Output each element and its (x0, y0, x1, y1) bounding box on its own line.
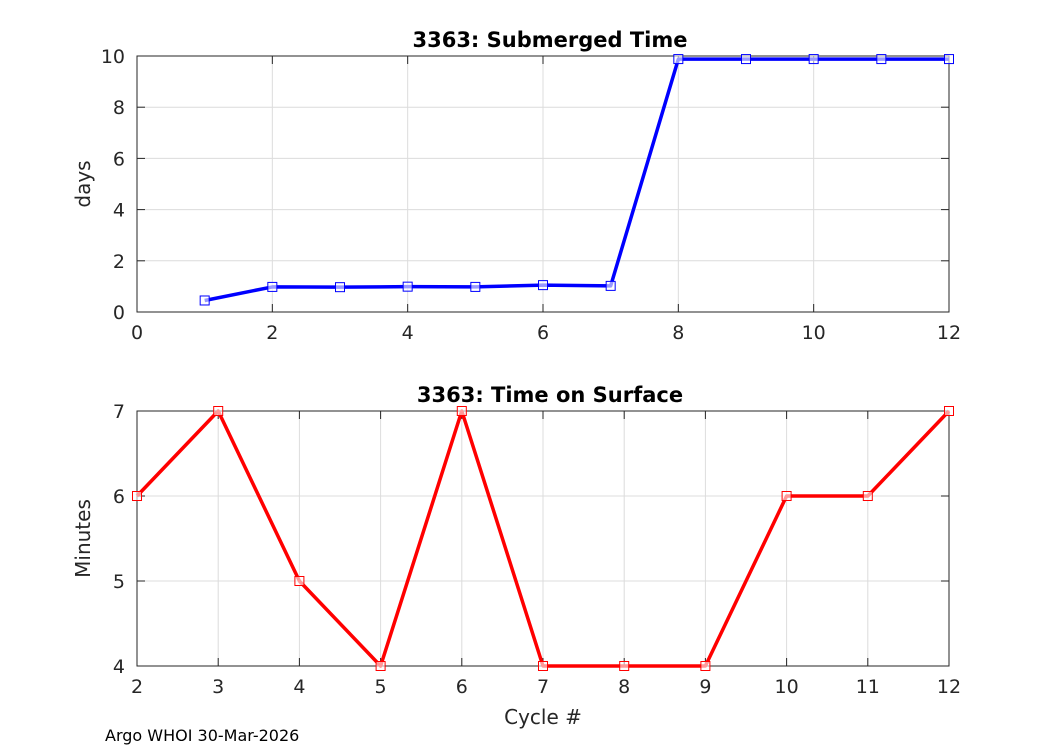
surface-x-axis-label: Cycle # (504, 705, 582, 729)
surface-x-tick-label: 5 (375, 676, 387, 698)
submerged-data-point (470, 281, 481, 292)
footer-credit: Argo WHOI 30-Mar-2026 (105, 726, 299, 745)
surface-x-tick-label: 2 (131, 676, 143, 698)
submerged-data-point (808, 54, 819, 65)
surface-x-tick-label: 4 (293, 676, 305, 698)
submerged-data-point (538, 280, 548, 291)
submerged-data-point (605, 280, 616, 291)
surface-data-point (213, 406, 224, 416)
surface-data-point (862, 491, 873, 501)
surface-data-point (619, 661, 630, 671)
submerged-y-axis-label: days (71, 160, 95, 207)
surface-time-axes: 2 3 4 5 6 7 8 9 10 11 12 4 5 6 7 3363: Time on Surface M… (71, 383, 961, 729)
submerged-data-point (944, 54, 954, 65)
submerged-axes-frame (136, 55, 950, 313)
submerged-data-point (199, 295, 210, 306)
surface-data-point (700, 661, 711, 671)
submerged-x-tick-label: 2 (266, 322, 278, 344)
surface-x-tick-label: 6 (456, 676, 468, 698)
submerged-data-point (335, 282, 345, 293)
submerged-x-tick-label: 0 (131, 322, 143, 344)
surface-x-tick-label: 11 (856, 676, 880, 698)
surface-data-point (456, 406, 467, 416)
surface-y-axis-label: Minutes (71, 499, 95, 578)
surface-data-point (944, 406, 954, 416)
submerged-data-point (876, 54, 887, 65)
submerged-data-point (741, 54, 751, 65)
submerged-series-line (204, 57, 949, 303)
surface-y-tick-label: 4 (113, 656, 125, 678)
surface-x-tick-label: 8 (618, 676, 630, 698)
surface-y-tick-label: 5 (113, 571, 125, 593)
submerged-time-axes: 0 2 4 6 8 10 12 0 2 4 6 8 10 3363: Submerged Time days (71, 28, 961, 344)
surface-x-tick-label: 3 (212, 676, 224, 698)
submerged-data-point (402, 281, 413, 292)
submerged-x-tick-label: 6 (537, 322, 549, 344)
surface-data-point (375, 661, 386, 671)
surface-x-tick-label: 7 (537, 676, 549, 698)
surface-y-tick-label: 7 (113, 401, 125, 423)
surface-chart-title: 3363: Time on Surface (417, 383, 683, 407)
surface-data-point (781, 491, 792, 501)
surface-x-tick-label: 9 (699, 676, 711, 698)
surface-data-point (132, 491, 142, 501)
submerged-x-tick-label: 12 (937, 322, 961, 344)
submerged-data-point (267, 281, 278, 292)
submerged-y-tick-label: 8 (113, 97, 125, 119)
surface-data-point (294, 576, 305, 586)
surface-x-tick-label: 12 (937, 676, 961, 698)
surface-y-tick-label: 6 (113, 486, 125, 508)
submerged-x-tick-label: 8 (672, 322, 684, 344)
surface-x-tick-label: 10 (775, 676, 799, 698)
submerged-x-tick-label: 4 (402, 322, 414, 344)
submerged-y-tick-label: 2 (113, 251, 125, 273)
submerged-y-tick-label: 10 (101, 46, 125, 68)
submerged-y-tick-label: 4 (113, 200, 125, 222)
submerged-data-point (673, 54, 684, 65)
submerged-y-tick-label: 6 (113, 148, 125, 170)
surface-data-point (538, 661, 548, 671)
submerged-chart-title: 3363: Submerged Time (412, 28, 687, 52)
submerged-y-tick-label: 0 (113, 302, 125, 324)
submerged-x-tick-label: 10 (802, 322, 826, 344)
